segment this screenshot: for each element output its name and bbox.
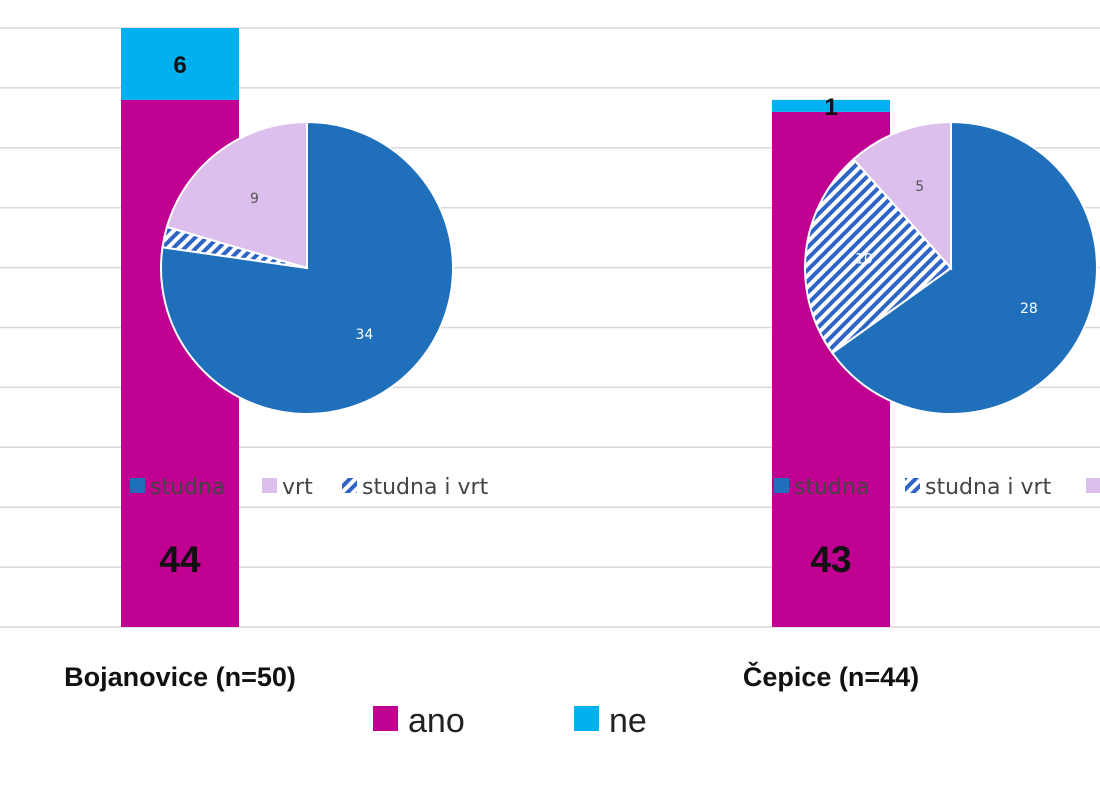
pie-slice-studna bbox=[830, 120, 1098, 415]
legend-swatch-ano bbox=[373, 706, 398, 731]
pie-slice-label: 9 bbox=[250, 191, 259, 207]
bar-value-label-ne: 6 bbox=[173, 52, 186, 79]
pie-legend-swatch-studna-i-vrt bbox=[342, 478, 357, 493]
pie-legend-label-studna: studna bbox=[794, 475, 869, 500]
pie-slice-label: 34 bbox=[355, 327, 373, 343]
pie-legend-label-studna-i-vrt: studna i vrt bbox=[362, 475, 489, 500]
category-label-epice-n-44: Čepice (n=44) bbox=[743, 661, 919, 692]
pie-legend-label-vrt: vrt bbox=[282, 475, 313, 500]
bar-value-label-ne: 1 bbox=[824, 94, 837, 121]
chart-legend: ano ne bbox=[373, 702, 647, 740]
pie-slice-label: 5 bbox=[915, 179, 924, 195]
pie-legend-swatch-studna-i-vrt bbox=[905, 478, 920, 493]
bar-ne-bojanovice-n-50 bbox=[121, 28, 239, 100]
category-label-bojanovice-n-50: Bojanovice (n=50) bbox=[64, 662, 296, 692]
legend-label-ne: ne bbox=[609, 702, 647, 740]
pie-legend: studna vrt studna i vrt bbox=[130, 475, 489, 500]
legend-swatch-ne bbox=[574, 706, 599, 731]
pie-epice-n-44: 28 10 5 bbox=[804, 120, 1098, 415]
pie-legend-swatch-vrt bbox=[262, 478, 277, 493]
pie-slice-vrt bbox=[852, 120, 952, 271]
pie-legend-label-studna-i-vrt: studna i vrt bbox=[925, 475, 1052, 500]
pie-slice-vrt bbox=[165, 120, 308, 270]
pie-slice-studna-i-vrt bbox=[804, 157, 953, 355]
legend-label-ano: ano bbox=[408, 702, 465, 740]
pie-slice-label: 10 bbox=[855, 251, 873, 267]
pie-legend-swatch-vrt bbox=[1086, 478, 1100, 493]
bar-value-label-ano: 44 bbox=[159, 539, 201, 580]
bar-ne-epice-n-44 bbox=[772, 99, 890, 112]
pie-legend-label-studna: studna bbox=[150, 475, 225, 500]
pie-legend-swatch-studna bbox=[130, 478, 145, 493]
bar-value-label-ano: 43 bbox=[810, 539, 851, 580]
pie-slice-label: 28 bbox=[1020, 301, 1038, 317]
pie-legend-swatch-studna bbox=[774, 478, 789, 493]
pie-bojanovice-n-50: 34 9 bbox=[160, 120, 454, 415]
